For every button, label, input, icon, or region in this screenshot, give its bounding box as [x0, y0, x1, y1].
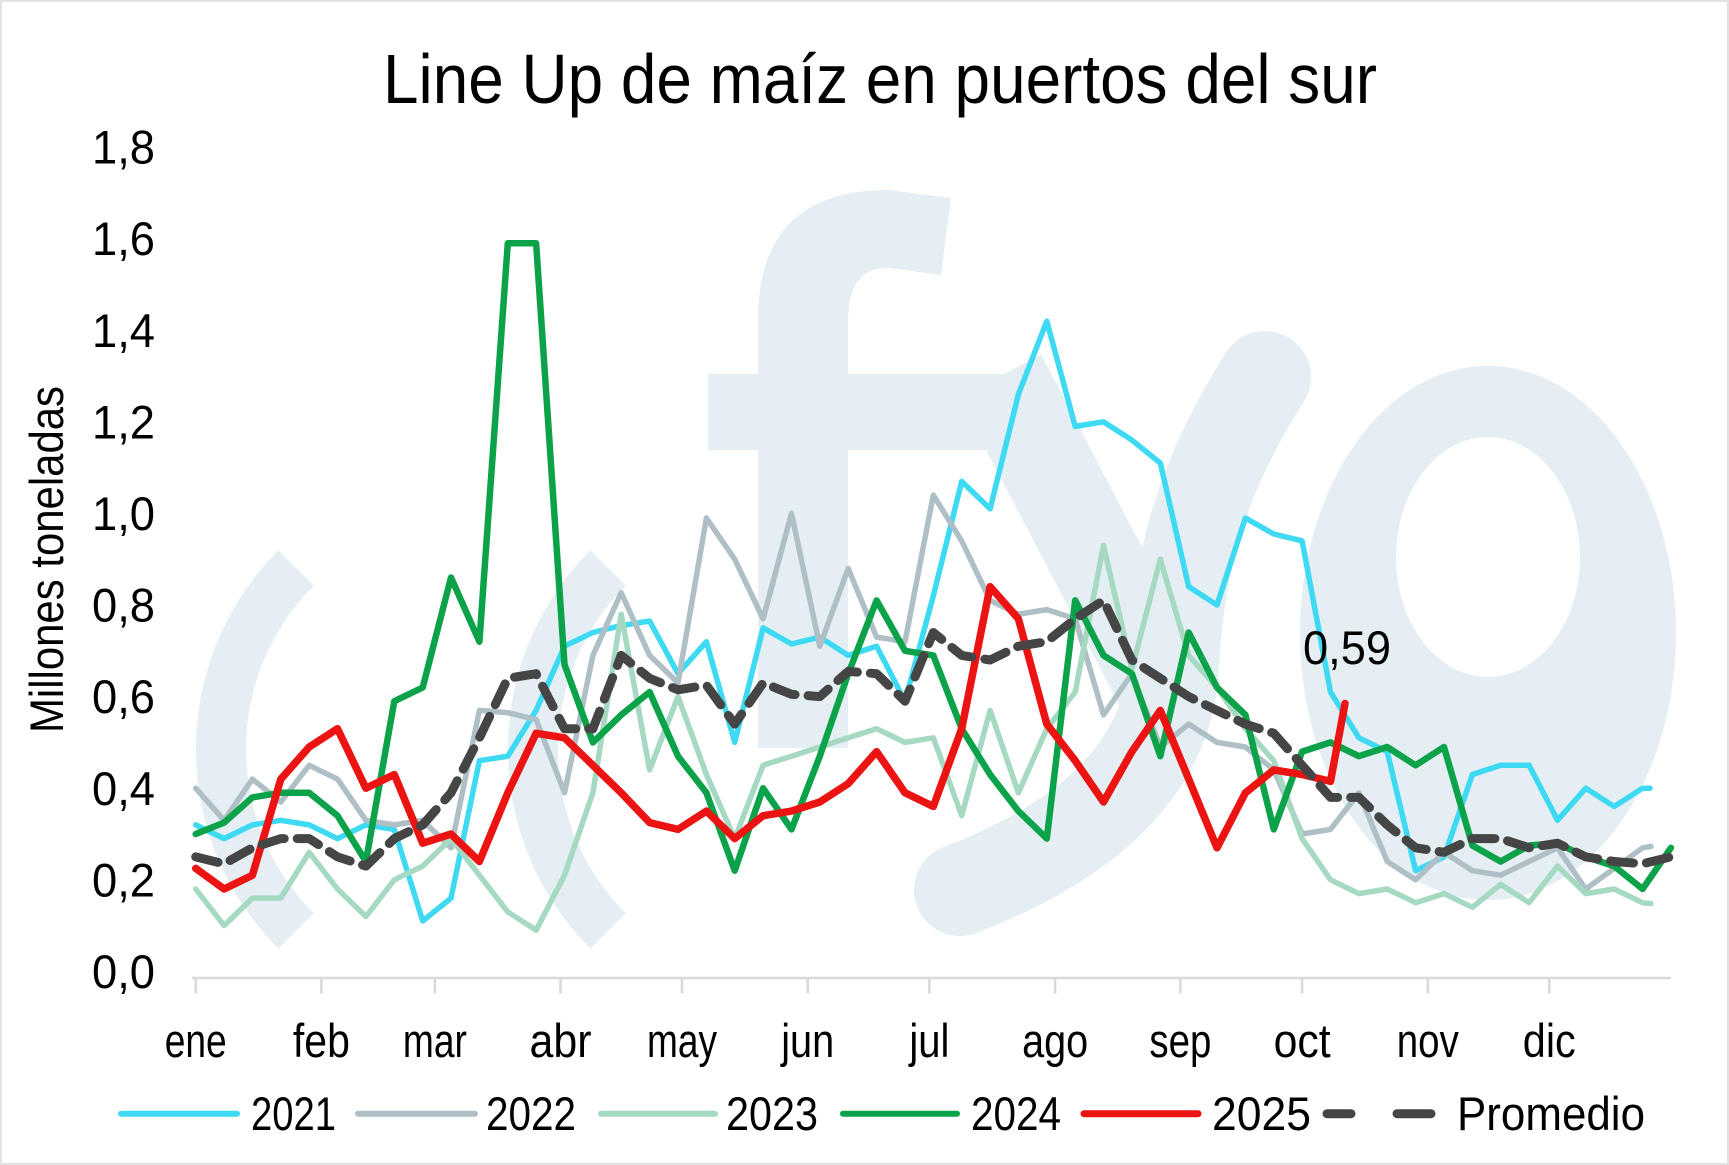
svg-text:1,4: 1,4 — [92, 304, 155, 357]
svg-text:1,8: 1,8 — [92, 121, 155, 174]
svg-text:sep: sep — [1149, 1014, 1211, 1067]
svg-text:2025: 2025 — [1212, 1087, 1311, 1140]
svg-text:0,6: 0,6 — [92, 670, 155, 723]
svg-text:dic: dic — [1523, 1014, 1576, 1067]
svg-text:1,0: 1,0 — [92, 487, 155, 540]
svg-text:2021: 2021 — [251, 1087, 336, 1140]
svg-text:ene: ene — [165, 1014, 227, 1067]
svg-text:jul: jul — [908, 1014, 950, 1067]
svg-text:1,2: 1,2 — [92, 395, 155, 448]
svg-text:Millones toneladas: Millones toneladas — [20, 386, 73, 733]
svg-text:0,8: 0,8 — [92, 579, 155, 632]
svg-text:2023: 2023 — [726, 1087, 818, 1140]
svg-text:Line Up de maíz en puertos del: Line Up de maíz en puertos del sur — [383, 40, 1377, 118]
svg-text:0,0: 0,0 — [92, 945, 155, 998]
svg-text:2022: 2022 — [486, 1087, 576, 1140]
svg-text:0,4: 0,4 — [92, 762, 155, 815]
svg-text:2024: 2024 — [971, 1087, 1061, 1140]
svg-text:may: may — [647, 1014, 717, 1067]
svg-text:1,6: 1,6 — [92, 212, 155, 265]
svg-text:mar: mar — [403, 1014, 467, 1067]
svg-text:Promedio: Promedio — [1457, 1087, 1645, 1140]
svg-text:ago: ago — [1022, 1014, 1088, 1067]
svg-text:feb: feb — [293, 1014, 350, 1067]
svg-text:abr: abr — [530, 1014, 592, 1067]
svg-text:jun: jun — [780, 1014, 835, 1067]
svg-text:oct: oct — [1274, 1014, 1331, 1067]
svg-text:nov: nov — [1397, 1014, 1459, 1067]
svg-text:0,59: 0,59 — [1303, 621, 1391, 674]
svg-text:0,2: 0,2 — [92, 853, 155, 906]
